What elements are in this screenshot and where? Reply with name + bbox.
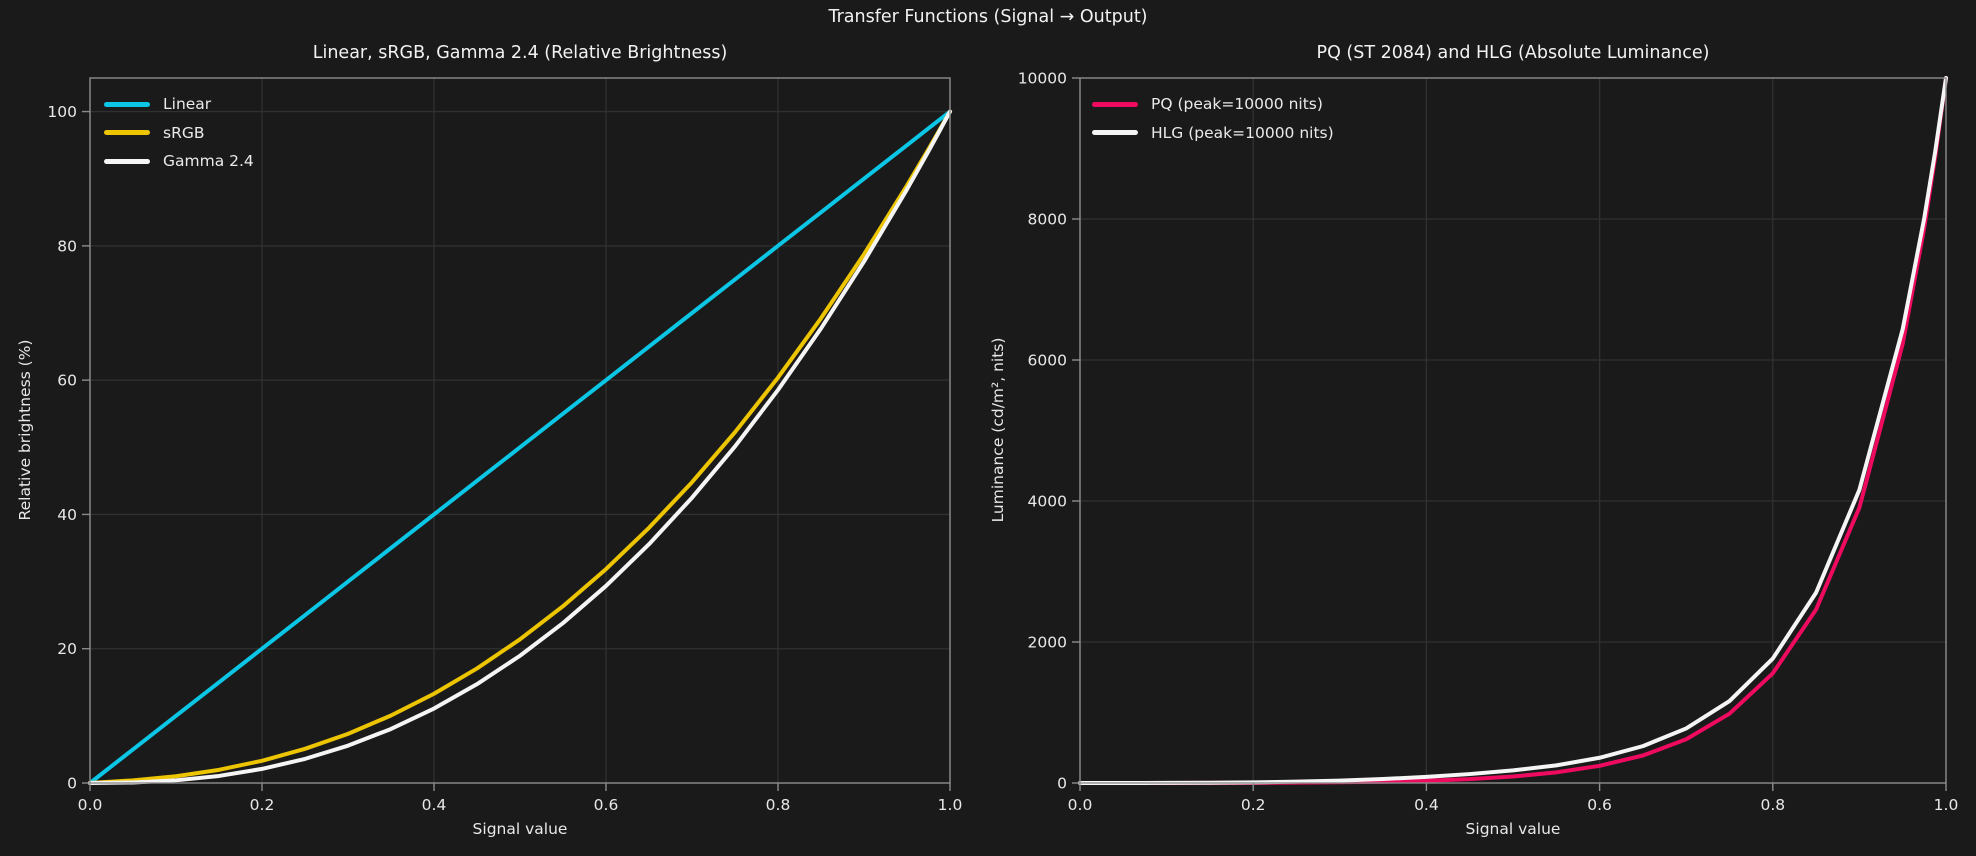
left-plot-xlabel: Signal value <box>472 820 568 838</box>
curve-hlg-peak-10000-nits <box>1078 76 1948 785</box>
legend-item: HLG (peak=10000 nits) <box>1092 119 1334 148</box>
y-tick-label: 2000 <box>1028 634 1067 652</box>
x-tick-label: 1.0 <box>938 796 963 814</box>
left-plot-legend: Linear sRGB Gamma 2.4 <box>104 90 254 176</box>
legend-label: Gamma 2.4 <box>163 152 254 171</box>
right-plot-canvas: 0.0 0.2 0.4 0.6 0.8 1.0 0 2000 4000 6000 8000 10000 <box>1018 70 1959 815</box>
curve-gamma-2-4 <box>88 109 952 785</box>
x-tick-label: 0.8 <box>766 796 791 814</box>
right-plot-legend: PQ (peak=10000 nits) HLG (peak=10000 nit… <box>1092 90 1334 147</box>
y-tick-label: 8000 <box>1028 211 1067 229</box>
left-plot-ylabel: Relative brightness (%) <box>16 339 34 521</box>
legend-item: PQ (peak=10000 nits) <box>1092 90 1334 119</box>
legend-swatch-gamma24 <box>104 158 150 164</box>
x-tick-label: 0.0 <box>78 796 103 814</box>
legend-swatch-linear <box>104 101 150 107</box>
y-tick-label: 0 <box>67 775 77 793</box>
y-tick-label: 60 <box>57 372 77 390</box>
y-tick-label: 80 <box>57 237 77 255</box>
legend-item: Linear <box>104 90 254 119</box>
left-plot-canvas: 0.0 0.2 0.4 0.6 0.8 1.0 0 20 40 60 80 100 <box>47 77 962 814</box>
x-tick-label: 0.8 <box>1760 796 1785 814</box>
x-tick-label: 1.0 <box>1934 796 1959 814</box>
y-tick-label: 40 <box>57 506 77 524</box>
axes-spines <box>89 77 951 784</box>
y-tick-label: 10000 <box>1018 70 1067 88</box>
x-tick-label: 0.2 <box>1241 796 1266 814</box>
legend-item: Gamma 2.4 <box>104 147 254 176</box>
x-tick-label: 0.4 <box>422 796 447 814</box>
curve-srgb <box>88 109 952 785</box>
right-plot-ylabel: Luminance (cd/m², nits) <box>989 337 1007 523</box>
legend-swatch-hlg <box>1092 130 1138 136</box>
axes-spines <box>1079 77 1947 784</box>
legend-item: sRGB <box>104 119 254 148</box>
left-plot-title: Linear, sRGB, Gamma 2.4 (Relative Bright… <box>312 43 728 63</box>
legend-label: sRGB <box>163 123 205 142</box>
figure-title: Transfer Functions (Signal → Output) <box>828 7 1148 27</box>
y-tick-label: 20 <box>57 640 77 658</box>
x-tick-label: 0.4 <box>1414 796 1439 814</box>
curve-pq-peak-10000-nits <box>1078 76 1948 785</box>
legend-swatch-pq <box>1092 101 1138 107</box>
right-plot-title: PQ (ST 2084) and HLG (Absolute Luminance… <box>1316 43 1710 63</box>
x-tick-label: 0.6 <box>1587 796 1612 814</box>
y-tick-label: 4000 <box>1028 493 1067 511</box>
legend-swatch-srgb <box>104 130 150 136</box>
legend-label: Linear <box>163 95 212 114</box>
y-tick-label: 100 <box>47 103 77 121</box>
curve-linear <box>88 109 952 785</box>
y-tick-label: 0 <box>1057 775 1067 793</box>
legend-label: PQ (peak=10000 nits) <box>1151 95 1323 114</box>
y-tick-label: 6000 <box>1028 352 1067 370</box>
x-tick-label: 0.2 <box>250 796 275 814</box>
legend-label: HLG (peak=10000 nits) <box>1151 123 1334 142</box>
x-tick-label: 0.6 <box>594 796 619 814</box>
x-tick-label: 0.0 <box>1068 796 1093 814</box>
right-plot-xlabel: Signal value <box>1465 820 1561 838</box>
